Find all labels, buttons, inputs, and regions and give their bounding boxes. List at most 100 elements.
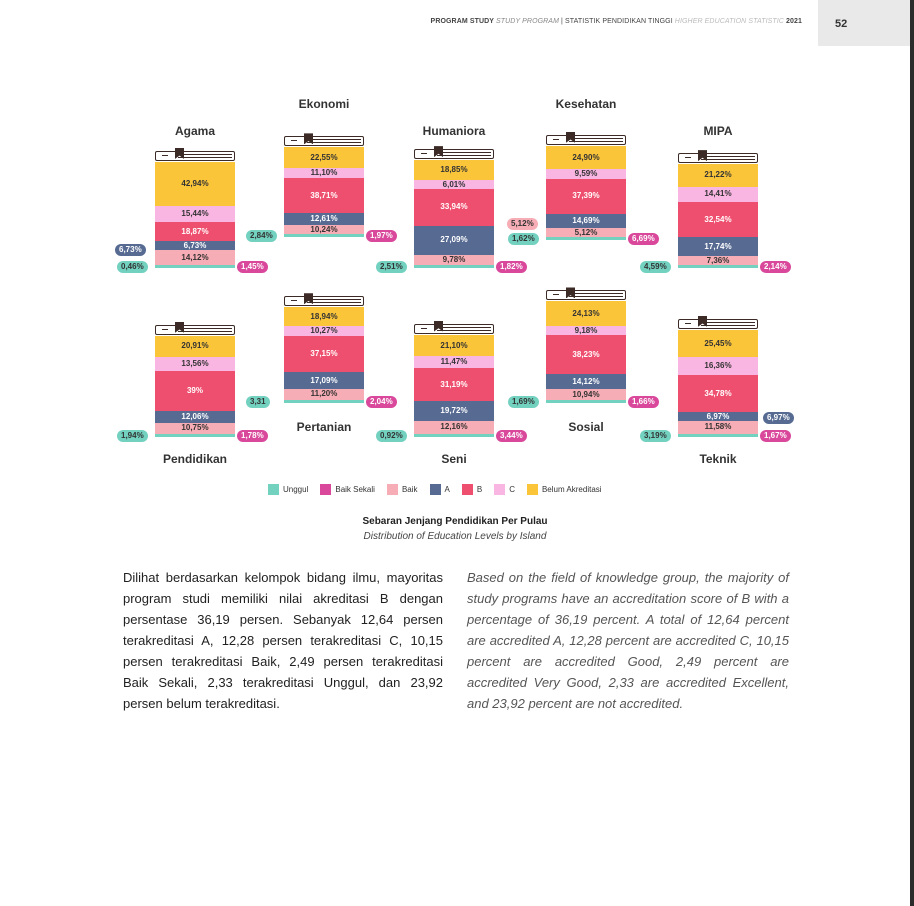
book-humaniora-base-band <box>414 265 494 268</box>
book-cover-line <box>569 140 623 142</box>
book-seni-segment-c: 11,47% <box>414 356 494 369</box>
book-humaniora-segment-a: 27,09% <box>414 225 494 255</box>
book-ekonomi-cover <box>284 136 364 147</box>
book-cover-line <box>437 326 491 328</box>
legend-swatch <box>268 484 279 495</box>
legend-label: Unggul <box>283 485 309 494</box>
legend-label: A <box>444 485 450 494</box>
field-label-agama: Agama <box>174 124 215 138</box>
header-separator: | STATISTIK PENDIDIKAN TINGGI <box>559 18 675 25</box>
pill-sosial-baik-sekali: 1,66% <box>628 396 659 408</box>
legend-swatch <box>386 484 398 495</box>
book-cover-line <box>307 142 361 144</box>
legend-label: C <box>509 485 515 494</box>
figure-caption-title: Sebaran Jenjang Pendidikan Per Pulau <box>362 516 548 527</box>
book-humaniora-segment-c: 6,01% <box>414 180 494 190</box>
book-mipa-segment-c: 14,41% <box>678 186 758 203</box>
legend-item-b: B <box>461 484 482 495</box>
pill-seni-unggul: 0,92% <box>376 430 407 442</box>
book-pertanian-segment-belum-akreditasi: 18,94% <box>284 307 364 326</box>
field-label-pertanian: Pertanian <box>296 420 352 434</box>
book-pertanian-segment-c: 10,27% <box>284 325 364 336</box>
book-pertanian-base-band <box>284 400 364 403</box>
book-humaniora-cover <box>414 149 494 160</box>
book-teknik-segment-baik: 11,58% <box>678 421 758 434</box>
book-sosial-segment-c: 9,18% <box>546 326 626 336</box>
chart-legend: Unggul Baik Sekali Baik A B C Belum Akreditasi <box>268 484 602 495</box>
book-sosial-cover <box>546 290 626 301</box>
page-number-box <box>818 0 910 46</box>
book-cover-dash <box>421 327 427 329</box>
pill-pendidikan-unggul: 1,94% <box>117 430 148 442</box>
book-pertanian-bookmark-icon <box>304 293 313 305</box>
book-cover-line <box>701 159 755 161</box>
figure-caption-subtitle: Distribution of Education Levels by Isla… <box>363 531 547 542</box>
pill-agama-unggul: 0,46% <box>117 261 148 273</box>
book-cover-line <box>307 299 361 301</box>
book-kesehatan-segment-baik: 5,12% <box>546 228 626 237</box>
book-seni-segment-belum-akreditasi: 21,10% <box>414 334 494 357</box>
pill-sosial-unggul: 1,69% <box>508 396 539 408</box>
book-cover-line <box>437 329 491 331</box>
book-mipa-cover <box>678 153 758 164</box>
book-seni-segment-a: 19,72% <box>414 400 494 422</box>
header-prefix: PROGRAM STUDY <box>430 18 496 25</box>
book-cover-dash <box>162 328 168 330</box>
legend-item-baik-sekali: Baik Sekali <box>320 484 375 495</box>
book-cover-dash <box>291 300 297 302</box>
legend-item-a: A <box>429 484 450 495</box>
book-sosial-segment-baik: 10,94% <box>546 388 626 400</box>
book-agama-segment-a: 6,73% <box>155 241 235 251</box>
pill-pertanian-baik-sekali: 2,04% <box>366 396 397 408</box>
book-teknik-cover <box>678 318 758 329</box>
pill-humaniora-baik-sekali: 1,82% <box>496 261 527 273</box>
legend-label: Belum Akreditasi <box>541 485 602 494</box>
book-cover-line <box>701 324 755 326</box>
book-cover-line <box>701 156 755 158</box>
header-title-en: HIGHER EDUCATION STATISTIC <box>674 18 784 25</box>
book-ekonomi-segment-a: 12,61% <box>284 213 364 225</box>
book-ekonomi-segment-b: 38,71% <box>284 177 364 214</box>
book-humaniora-segment-b: 33,94% <box>414 189 494 226</box>
header-prefix-en: STUDY PROGRAM <box>496 18 560 25</box>
book-agama-base-band <box>155 265 235 268</box>
book-ekonomi-segment-c: 11,10% <box>284 167 364 178</box>
book-humaniora-bookmark-icon <box>434 146 443 158</box>
window-edge <box>910 0 914 906</box>
book-cover-dash <box>162 154 168 156</box>
book-mipa-segment-belum-akreditasi: 21,22% <box>678 164 758 187</box>
book-cover-line <box>178 153 232 155</box>
book-cover-line <box>178 327 232 329</box>
book-kesehatan-base-band <box>546 237 626 240</box>
book-kesehatan-segment-belum-akreditasi: 24,90% <box>546 145 626 170</box>
book-pertanian-cover <box>284 296 364 307</box>
pill-teknik-a: 6,97% <box>763 412 794 424</box>
pill-pendidikan-baik-sekali: 1,78% <box>237 430 268 442</box>
book-ekonomi-base-band <box>284 234 364 237</box>
book-sosial-segment-b: 38,23% <box>546 335 626 375</box>
book-mipa-bookmark-icon <box>698 150 707 162</box>
book-teknik-base-band <box>678 434 758 437</box>
book-teknik-bookmark-icon <box>698 315 707 327</box>
book-pendidikan-cover <box>155 324 235 335</box>
pill-teknik-unggul: 3,19% <box>640 430 671 442</box>
legend-label: Baik <box>401 485 418 494</box>
book-kesehatan-segment-b: 37,39% <box>546 178 626 215</box>
book-pertanian-segment-baik: 11,20% <box>284 389 364 400</box>
book-agama-bookmark-icon <box>175 147 184 159</box>
book-pertanian-segment-b: 37,15% <box>284 335 364 373</box>
pill-humaniora-unggul: 2,51% <box>376 261 407 273</box>
field-label-seni: Seni <box>441 452 467 466</box>
book-agama-cover <box>155 150 235 161</box>
book-pendidikan-base-band <box>155 434 235 437</box>
book-pendidikan-segment-a: 12,06% <box>155 410 235 424</box>
pill-kesehatan-baik-sekali: 6,69% <box>628 233 659 245</box>
book-agama-segment-belum-akreditasi: 42,94% <box>155 161 235 207</box>
book-seni-base-band <box>414 434 494 437</box>
pill-ekonomi-baik-sekali: 1,97% <box>366 230 397 242</box>
book-cover-dash <box>685 322 691 324</box>
book-cover-dash <box>553 294 559 296</box>
book-teknik-segment-c: 16,36% <box>678 357 758 375</box>
book-pendidikan-segment-baik: 10,75% <box>155 423 235 434</box>
